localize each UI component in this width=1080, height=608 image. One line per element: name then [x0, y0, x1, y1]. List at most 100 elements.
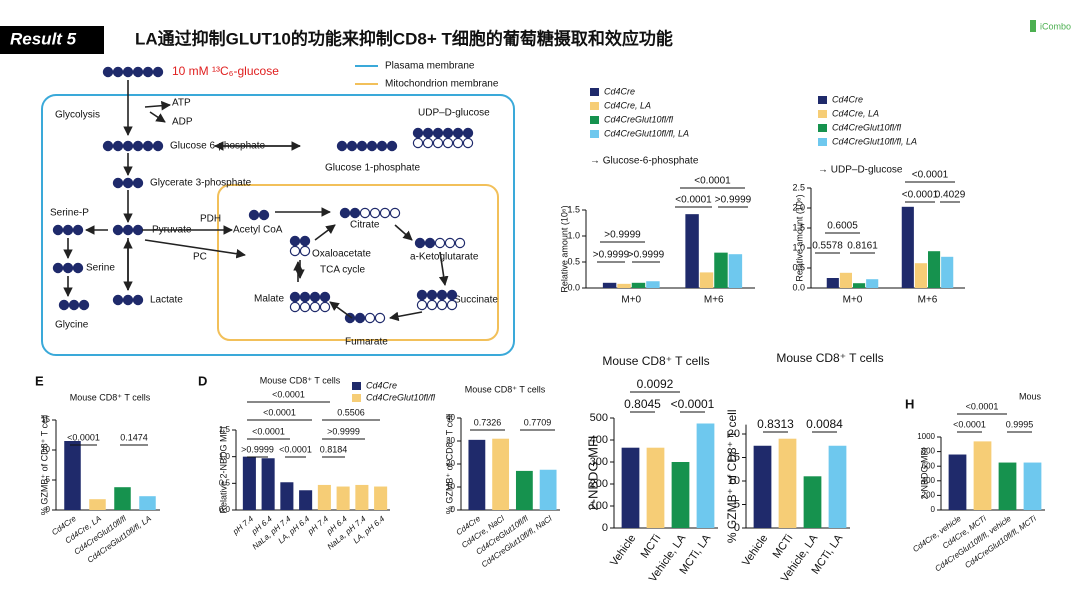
legend-label: Cd4Cre: [832, 94, 863, 104]
y-tick-label: 1.0: [567, 230, 580, 240]
bar: [114, 487, 131, 510]
arrow: [389, 311, 423, 322]
x-tick-label: pH 7.4: [305, 514, 330, 537]
y-tick-label: 2.0: [792, 202, 805, 212]
bar: [646, 281, 660, 288]
y-tick-label: 600: [922, 461, 936, 470]
node-label: Glycerate 3-phosphate: [150, 178, 252, 189]
panel-label: E: [35, 373, 44, 388]
y-tick-label: 100: [590, 500, 608, 512]
y-tick-label: 40: [446, 413, 455, 422]
carbon-atom: [414, 237, 426, 249]
carbon-atom: [62, 262, 74, 274]
carbon-atom: [122, 66, 134, 78]
carbon-atom: [356, 140, 368, 152]
carbon-atom: [299, 245, 311, 257]
mito-membrane: [217, 184, 499, 341]
slide-title: LA通过抑制GLUT10的功能来抑制CD8+ T细胞的葡萄糖摄取和效应功能: [135, 28, 673, 48]
y-tick-label: 20: [446, 459, 455, 468]
node-label: UDP–D-glucose: [418, 108, 490, 119]
bar: [139, 496, 156, 510]
y-tick-label: 1000: [917, 432, 935, 441]
chart-title: Mouse CD8⁺ T cells: [465, 384, 546, 394]
y-tick-label: 0.5: [792, 262, 805, 272]
carbon-atom: [452, 137, 464, 149]
bar: [317, 484, 331, 510]
carbon-atom: [366, 140, 378, 152]
y-tick-label: 200: [590, 478, 608, 490]
chart-title: Mouse CD8⁺ T cells: [602, 354, 709, 368]
y-tick-label: 0: [46, 505, 51, 514]
carbon-atom: [426, 299, 438, 311]
y-tick-label: 0.5: [567, 256, 580, 266]
node-label: Glycine: [55, 320, 89, 331]
bar: [336, 486, 350, 510]
carbon-atom: [364, 312, 376, 324]
p-value: >0.9999: [241, 444, 274, 454]
carbon-atom: [102, 66, 114, 78]
bar: [828, 445, 847, 528]
carbon-atom: [68, 299, 80, 311]
arrow: [394, 224, 413, 241]
carbon-atom: [112, 66, 124, 78]
carbon-atom: [309, 301, 321, 313]
carbon-atom: [132, 66, 144, 78]
node-label: Acetyl CoA: [233, 225, 283, 236]
y-tick-label: 10: [446, 482, 455, 491]
legend-swatch: [352, 382, 361, 390]
bar: [928, 251, 941, 288]
carbon-atom: [52, 224, 64, 236]
carbon-atom: [132, 177, 144, 189]
node-label: a-Ketoglutarate: [410, 252, 479, 263]
bar: [826, 278, 839, 288]
carbon-atom: [426, 289, 438, 301]
carbon-atom: [122, 224, 134, 236]
carbon-atom: [78, 299, 90, 311]
carbon-atom: [289, 301, 301, 313]
legend-swatch: [352, 394, 361, 402]
carbon-atom: [462, 137, 474, 149]
node-label: PC: [193, 252, 207, 263]
bar: [753, 445, 772, 528]
carbon-atom: [444, 237, 456, 249]
carbon-atom: [389, 207, 401, 219]
bar: [89, 499, 106, 510]
carbon-atom: [354, 312, 366, 324]
legend-text: Plasama membrane: [385, 61, 475, 72]
x-tick-label: MCTi: [639, 533, 664, 561]
node-label: Fumarate: [345, 337, 388, 348]
carbon-atom: [376, 140, 388, 152]
p-value: 0.5578: [812, 241, 843, 252]
x-tick-label: M+0: [621, 295, 641, 306]
y-axis-label: Relative 2-NBDG MFI: [218, 426, 228, 513]
node-label: Citrate: [350, 220, 380, 231]
carbon-atom: [386, 140, 398, 152]
y-axis-label: Relative amount (10⁶): [559, 205, 569, 292]
p-value: 0.4029: [935, 190, 966, 201]
legend-label: Cd4CreGlut10fl/fl: [832, 122, 902, 132]
y-tick-label: 1.0: [219, 452, 231, 461]
y-tick-label: 0: [602, 522, 608, 534]
y-tick-label: 0: [931, 505, 936, 514]
legend-swatch: [590, 116, 599, 124]
carbon-atom: [112, 177, 124, 189]
p-value: <0.0001: [279, 444, 312, 454]
carbon-atom: [72, 262, 84, 274]
bar: [539, 469, 557, 510]
y-tick-label: 500: [590, 412, 608, 424]
carbon-atom: [436, 299, 448, 311]
p-value: >0.9999: [715, 195, 752, 206]
legend-swatch: [590, 130, 599, 138]
carbon-atom: [299, 301, 311, 313]
carbon-atom: [349, 207, 361, 219]
p-value: <0.0001: [953, 419, 986, 429]
carbon-atom: [152, 140, 164, 152]
logo: iCombo: [1040, 21, 1071, 31]
node-label: Glycolysis: [55, 110, 100, 121]
p-value: >0.9999: [628, 250, 665, 261]
x-tick-label: Vehicle: [608, 533, 638, 569]
y-tick-label: 0.5: [219, 478, 231, 487]
bar: [853, 283, 866, 288]
carbon-atom: [142, 140, 154, 152]
